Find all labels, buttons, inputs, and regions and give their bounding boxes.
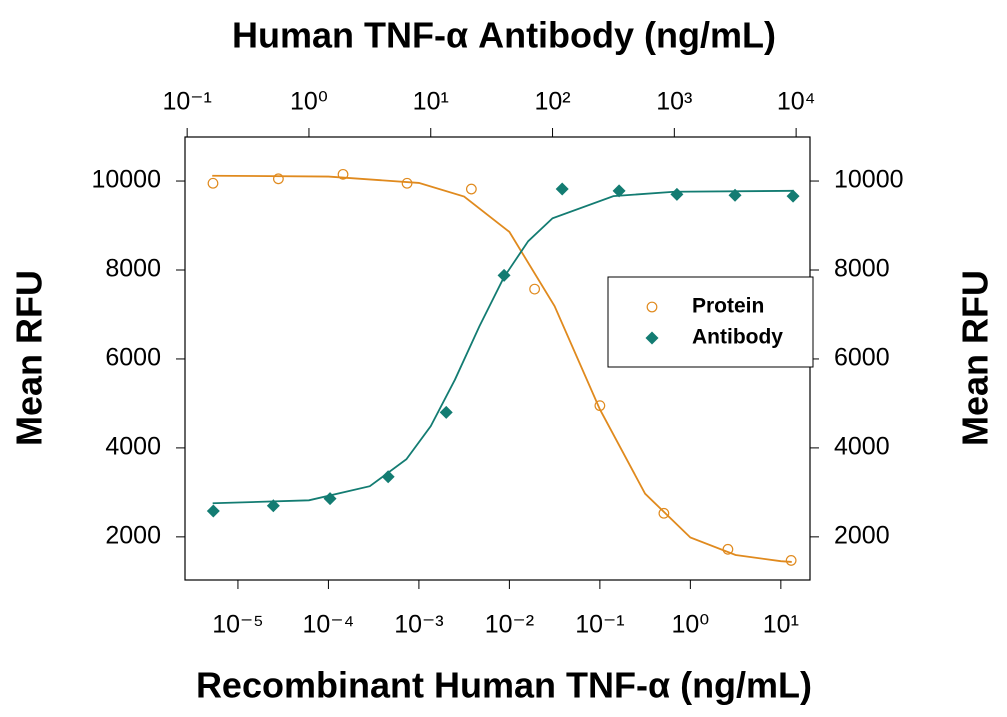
x2-tick-label: 10²: [534, 88, 570, 116]
y2-tick-label: 10000: [834, 166, 904, 194]
data-point: [401, 177, 413, 189]
data-point: [529, 283, 541, 295]
x-tick-label: 10⁰: [671, 611, 709, 639]
data-point: [658, 507, 670, 519]
data-point: [206, 504, 220, 518]
x2-tick-label: 10⁻¹: [162, 88, 211, 116]
y-axis-title: Mean RFU: [9, 270, 50, 446]
data-point: [786, 189, 800, 203]
x-tick-label: 10⁻²: [485, 611, 534, 639]
fit-curve: [212, 174, 792, 563]
data-point: [381, 470, 395, 484]
x-tick-label: 10¹: [763, 611, 799, 639]
data-point: [612, 184, 626, 198]
y2-axis-title: Mean RFU: [955, 270, 996, 446]
data-point: [670, 187, 684, 201]
legend-box: [607, 276, 814, 368]
top-axis-title: Human TNF-α Antibody (ng/mL): [232, 15, 776, 56]
x-tick-label: 10⁻³: [394, 611, 443, 639]
legend-marker: [645, 331, 659, 345]
data-point: [785, 555, 797, 566]
data-point: [465, 183, 477, 195]
y2-tick-label: 4000: [834, 433, 890, 461]
y-tick-label: 4000: [105, 433, 161, 461]
x2-tick-label: 10⁴: [777, 88, 816, 116]
data-point: [207, 177, 219, 189]
y2-tick-label: 2000: [834, 521, 890, 549]
x2-tick-label: 10⁰: [290, 88, 328, 116]
data-point: [266, 499, 280, 513]
data-point: [728, 188, 742, 202]
data-point: [722, 543, 734, 555]
data-point: [594, 400, 606, 412]
y-tick-label: 6000: [105, 344, 161, 372]
fit-curve: [212, 189, 794, 505]
data-point: [337, 168, 349, 180]
x2-tick-label: 10¹: [413, 88, 449, 116]
y2-tick-label: 6000: [834, 344, 890, 372]
x-tick-label: 10⁻⁴: [303, 611, 355, 639]
data-point: [555, 182, 569, 196]
data-point: [323, 492, 337, 506]
x-tick-label: 10⁻⁵: [212, 611, 263, 639]
y-tick-label: 10000: [91, 166, 161, 194]
data-point: [439, 405, 453, 419]
legend-marker: [646, 301, 658, 313]
legend-label: Protein: [692, 295, 764, 318]
x-axis-title: Recombinant Human TNF-α (ng/mL): [196, 665, 812, 706]
x2-tick-label: 10³: [656, 88, 692, 116]
legend-label: Antibody: [692, 326, 783, 349]
x-tick-label: 10⁻¹: [575, 611, 624, 639]
data-point: [497, 268, 511, 282]
y-tick-label: 2000: [105, 521, 161, 549]
y-tick-label: 8000: [105, 255, 161, 283]
data-point: [272, 173, 284, 185]
y2-tick-label: 8000: [834, 255, 890, 283]
